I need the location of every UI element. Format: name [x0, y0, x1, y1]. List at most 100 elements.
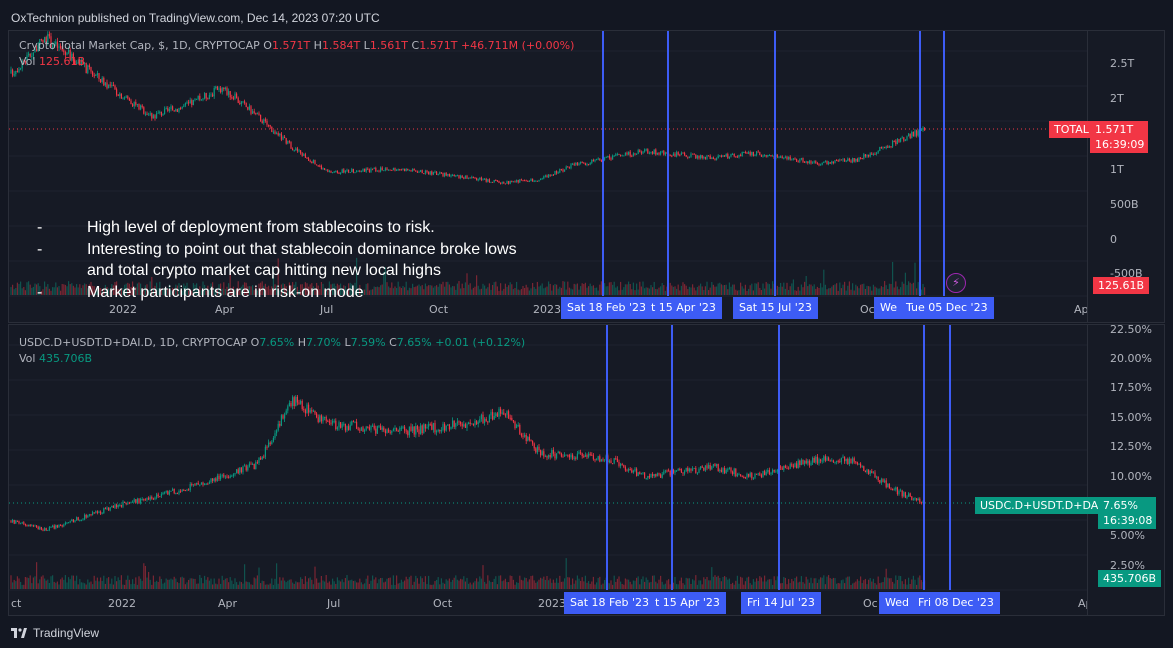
volume-bar	[288, 282, 290, 295]
date-marker-label[interactable]: We	[874, 297, 903, 319]
total-market-cap-chart[interactable]	[9, 31, 1088, 322]
candle	[300, 149, 302, 155]
candle	[311, 161, 313, 164]
marker-line[interactable]	[774, 31, 776, 296]
date-marker-label[interactable]: Sat 15 Jul '23	[733, 297, 818, 319]
date-marker-label[interactable]: Tue 05 Dec '23	[900, 297, 994, 319]
date-marker-label[interactable]: Wed	[879, 592, 915, 614]
candle	[888, 483, 890, 489]
candle-body	[650, 151, 652, 153]
candle	[47, 31, 49, 46]
candle-body	[600, 459, 602, 462]
candle	[658, 472, 660, 477]
stablecoin-dominance-chart[interactable]	[9, 325, 1088, 615]
candle-body	[420, 425, 422, 435]
volume-bar	[520, 289, 522, 295]
volume-bar	[853, 582, 855, 589]
volume-bar	[864, 578, 866, 589]
candle-body	[290, 141, 292, 149]
date-marker-label[interactable]: t 15 Apr '23	[645, 297, 722, 319]
date-marker-label[interactable]: Sat 18 Feb '23	[561, 297, 653, 319]
candle	[724, 465, 726, 475]
date-marker-label[interactable]: t 15 Apr '23	[649, 592, 726, 614]
candle	[130, 98, 132, 105]
candle-body	[586, 454, 588, 457]
candle	[880, 477, 882, 485]
candle	[804, 161, 806, 163]
candle-body	[40, 527, 42, 530]
chart1-symbol[interactable]: Crypto Total Market Cap, $, 1D, CRYPTOCA…	[19, 39, 260, 52]
candle	[308, 156, 310, 161]
y-tick: 2.5T	[1110, 57, 1135, 70]
candle	[519, 423, 521, 436]
candle	[45, 527, 47, 532]
candle-body	[680, 152, 682, 155]
candle-body	[181, 106, 183, 109]
date-marker-label[interactable]: Fri 14 Jul '23	[741, 592, 821, 614]
candle	[652, 472, 654, 479]
volume-bar	[400, 288, 402, 295]
candle	[103, 76, 105, 87]
candle-body	[228, 91, 230, 95]
volume-bar	[426, 584, 428, 589]
marker-line[interactable]	[671, 325, 673, 590]
candle	[415, 422, 417, 438]
candle	[469, 177, 471, 179]
candle	[258, 111, 260, 116]
volume-bar	[106, 286, 108, 295]
volume-bar	[301, 284, 303, 295]
candle-body	[556, 453, 558, 459]
candle	[557, 450, 559, 454]
candle	[69, 47, 71, 62]
candle	[418, 426, 420, 437]
volume-bar	[640, 286, 642, 295]
candle	[765, 469, 767, 476]
candle	[370, 425, 372, 433]
marker-line[interactable]	[606, 325, 608, 590]
candle-body	[280, 415, 282, 426]
marker-line[interactable]	[919, 31, 921, 296]
volume-bar	[164, 288, 166, 295]
chart2-price-axis[interactable]: 22.50% 20.00% 17.50% 15.00% 12.50% 10.00…	[1087, 325, 1164, 615]
chart2-symbol[interactable]: USDC.D+USDT.D+DAI.D, 1D, CRYPTOCAP	[19, 336, 248, 349]
candle-body	[317, 165, 319, 167]
chart2-close: 7.65%	[396, 336, 432, 349]
volume-bar	[290, 579, 292, 589]
total-market-cap-panel[interactable]: Crypto Total Market Cap, $, 1D, CRYPTOCA…	[8, 30, 1165, 323]
date-marker-label[interactable]: Fri 08 Dec '23	[912, 592, 1000, 614]
volume-bar	[725, 284, 727, 295]
candle	[789, 155, 791, 161]
volume-bar	[452, 286, 454, 295]
candle-body	[231, 475, 233, 477]
candle	[776, 154, 778, 159]
date-marker-label[interactable]: Sat 18 Feb '23	[564, 592, 656, 614]
candle-body	[788, 156, 790, 160]
candle	[871, 151, 873, 155]
candle	[328, 418, 330, 426]
marker-line[interactable]	[923, 325, 925, 590]
volume-bar	[320, 575, 322, 589]
candle-body	[258, 113, 260, 115]
chart1-price-axis[interactable]: 2.5T 2T 1T 500B 0 -500B	[1087, 31, 1164, 322]
stablecoin-dominance-panel[interactable]: USDC.D+USDT.D+DAI.D, 1D, CRYPTOCAP O7.65…	[8, 324, 1165, 616]
volume-bar	[816, 582, 818, 589]
volume-bar	[199, 575, 201, 589]
marker-line[interactable]	[949, 325, 951, 590]
tradingview-footer[interactable]: TradingView	[11, 626, 99, 640]
marker-line[interactable]	[778, 325, 780, 590]
candle-body	[332, 172, 334, 174]
lightning-icon[interactable]: ⚡	[946, 273, 966, 293]
candle-body	[352, 421, 354, 423]
candle	[744, 150, 746, 154]
volume-bar	[469, 283, 471, 295]
marker-line[interactable]	[943, 31, 945, 296]
candle	[316, 411, 318, 419]
candle-body	[100, 511, 102, 514]
candle	[829, 162, 831, 164]
volume-bar	[591, 581, 593, 589]
marker-line[interactable]	[667, 31, 669, 296]
candle	[388, 427, 390, 433]
candle	[852, 456, 854, 465]
marker-line[interactable]	[602, 31, 604, 296]
candle-body	[325, 416, 327, 421]
